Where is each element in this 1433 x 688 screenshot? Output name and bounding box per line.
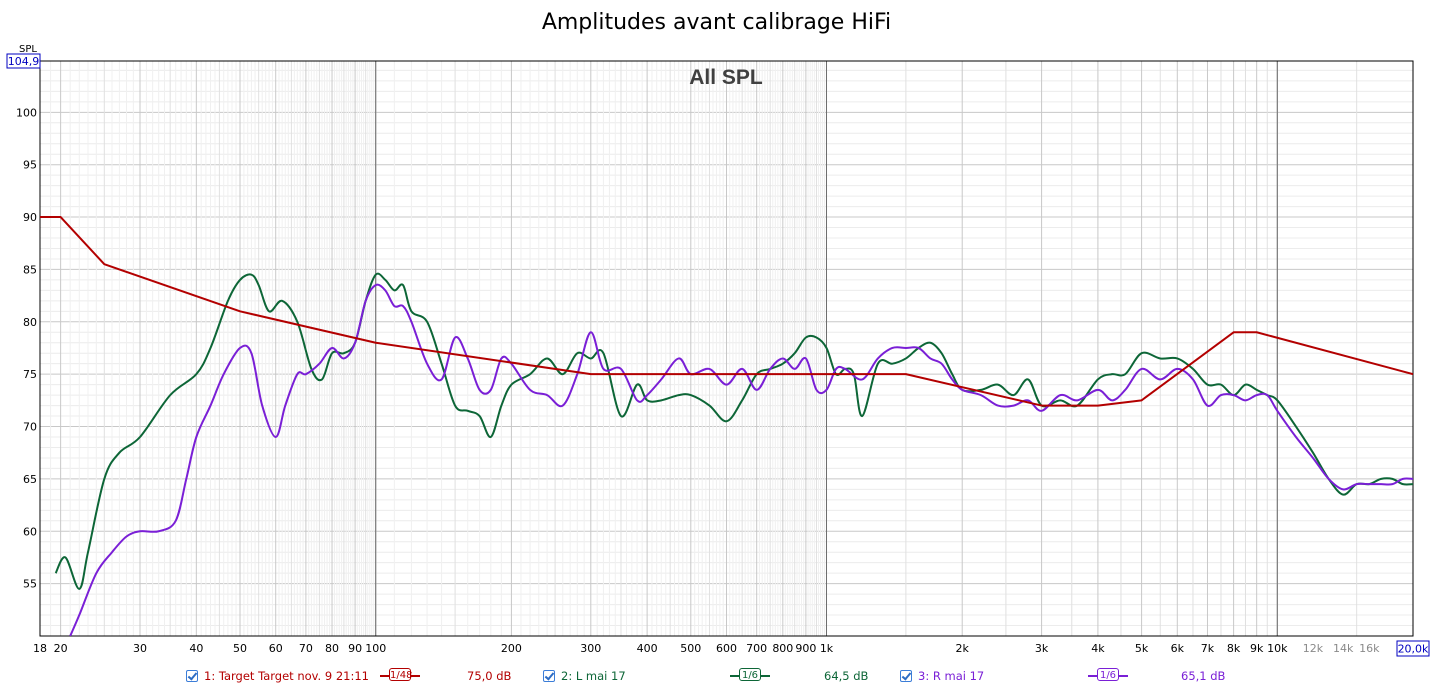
legend-item-right[interactable]: 3: R mai 17 [900, 669, 984, 683]
x-tick-label: 90 [348, 642, 362, 655]
grid [39, 61, 1413, 637]
checkbox-icon[interactable] [543, 670, 555, 682]
legend-label-target: 1: Target Target nov. 9 21:11 [204, 669, 369, 683]
x-tick-label: 30 [133, 642, 147, 655]
y-tick-label: 90 [23, 211, 37, 224]
checkbox-icon[interactable] [186, 670, 198, 682]
x-tick-label: 14k [1333, 642, 1354, 655]
plot-frame [39, 60, 1414, 637]
x-tick-label: 10k [1267, 642, 1288, 655]
level-right: 65,1 dB [1181, 669, 1226, 683]
y-tick-label: 85 [23, 263, 37, 276]
y-top-label: 104,9 [8, 55, 40, 68]
x-tick-label: 900 [795, 642, 816, 655]
smoothing-label-target: 1/48 [389, 668, 413, 681]
y-axis-label: SPL [19, 44, 37, 55]
x-tick-label: 400 [637, 642, 658, 655]
y-tick-label: 95 [23, 159, 37, 172]
chart-legend: 1: Target Target nov. 9 21:11 1/48 75,0 … [0, 664, 1433, 688]
y-tick-label: 55 [23, 578, 37, 591]
series-line-left [54, 272, 1413, 590]
x-tick-label: 50 [233, 642, 247, 655]
x-tick-label: 60 [269, 642, 283, 655]
x-right-label: 20,0k [1398, 643, 1429, 656]
chart-title: Amplitudes avant calibrage HiFi [541, 10, 892, 35]
x-right-box [1396, 640, 1430, 657]
y-tick-label: 75 [23, 368, 37, 381]
y-tick-label: 65 [23, 473, 37, 486]
series-line-right [69, 283, 1413, 636]
level-target: 75,0 dB [467, 669, 512, 683]
y-tick-label: 70 [23, 421, 37, 434]
checkbox-icon[interactable] [900, 670, 912, 682]
legend-label-left: 2: L mai 17 [561, 669, 626, 683]
x-tick-label: 16k [1359, 642, 1380, 655]
x-tick-label: 40 [189, 642, 203, 655]
x-tick-label: 6k [1171, 642, 1185, 655]
x-tick-label: 100 [365, 642, 386, 655]
x-tick-label: 80 [325, 642, 339, 655]
x-tick-label: 300 [580, 642, 601, 655]
x-tick-label: 20 [54, 642, 68, 655]
x-tick-label: 600 [716, 642, 737, 655]
x-tick-label: 5k [1135, 642, 1149, 655]
smoothing-label-right: 1/6 [1097, 668, 1119, 681]
x-tick-label: 7k [1201, 642, 1215, 655]
legend-label-right: 3: R mai 17 [918, 669, 985, 683]
y-top-box [6, 53, 41, 69]
inner-title: All SPL [689, 66, 763, 89]
x-tick-label: 700 [746, 642, 767, 655]
x-tick-label: 18 [33, 642, 47, 655]
x-tick-label: 3k [1035, 642, 1049, 655]
y-tick-label: 60 [23, 525, 37, 538]
legend-item-left[interactable]: 2: L mai 17 [543, 669, 626, 683]
x-tick-label: 200 [501, 642, 522, 655]
x-tick-label: 2k [956, 642, 970, 655]
smoothing-badge-right[interactable]: 1/6 [1088, 667, 1128, 683]
y-tick-label: 100 [16, 106, 37, 119]
smoothing-label-left: 1/6 [739, 668, 761, 681]
series-line-target [40, 216, 1413, 407]
x-tick-label: 8k [1227, 642, 1241, 655]
y-tick-label: 80 [23, 316, 37, 329]
x-tick-label: 800 [772, 642, 793, 655]
x-tick-label: 4k [1091, 642, 1105, 655]
x-tick-label: 500 [680, 642, 701, 655]
legend-item-target[interactable]: 1: Target Target nov. 9 21:11 [186, 669, 369, 683]
x-tick-label: 1k [820, 642, 834, 655]
level-left: 64,5 dB [824, 669, 869, 683]
x-tick-label: 70 [299, 642, 313, 655]
x-tick-label: 9k [1250, 642, 1264, 655]
x-tick-label: 12k [1303, 642, 1324, 655]
smoothing-badge-left[interactable]: 1/6 [730, 667, 770, 683]
smoothing-badge-target[interactable]: 1/48 [380, 667, 420, 683]
